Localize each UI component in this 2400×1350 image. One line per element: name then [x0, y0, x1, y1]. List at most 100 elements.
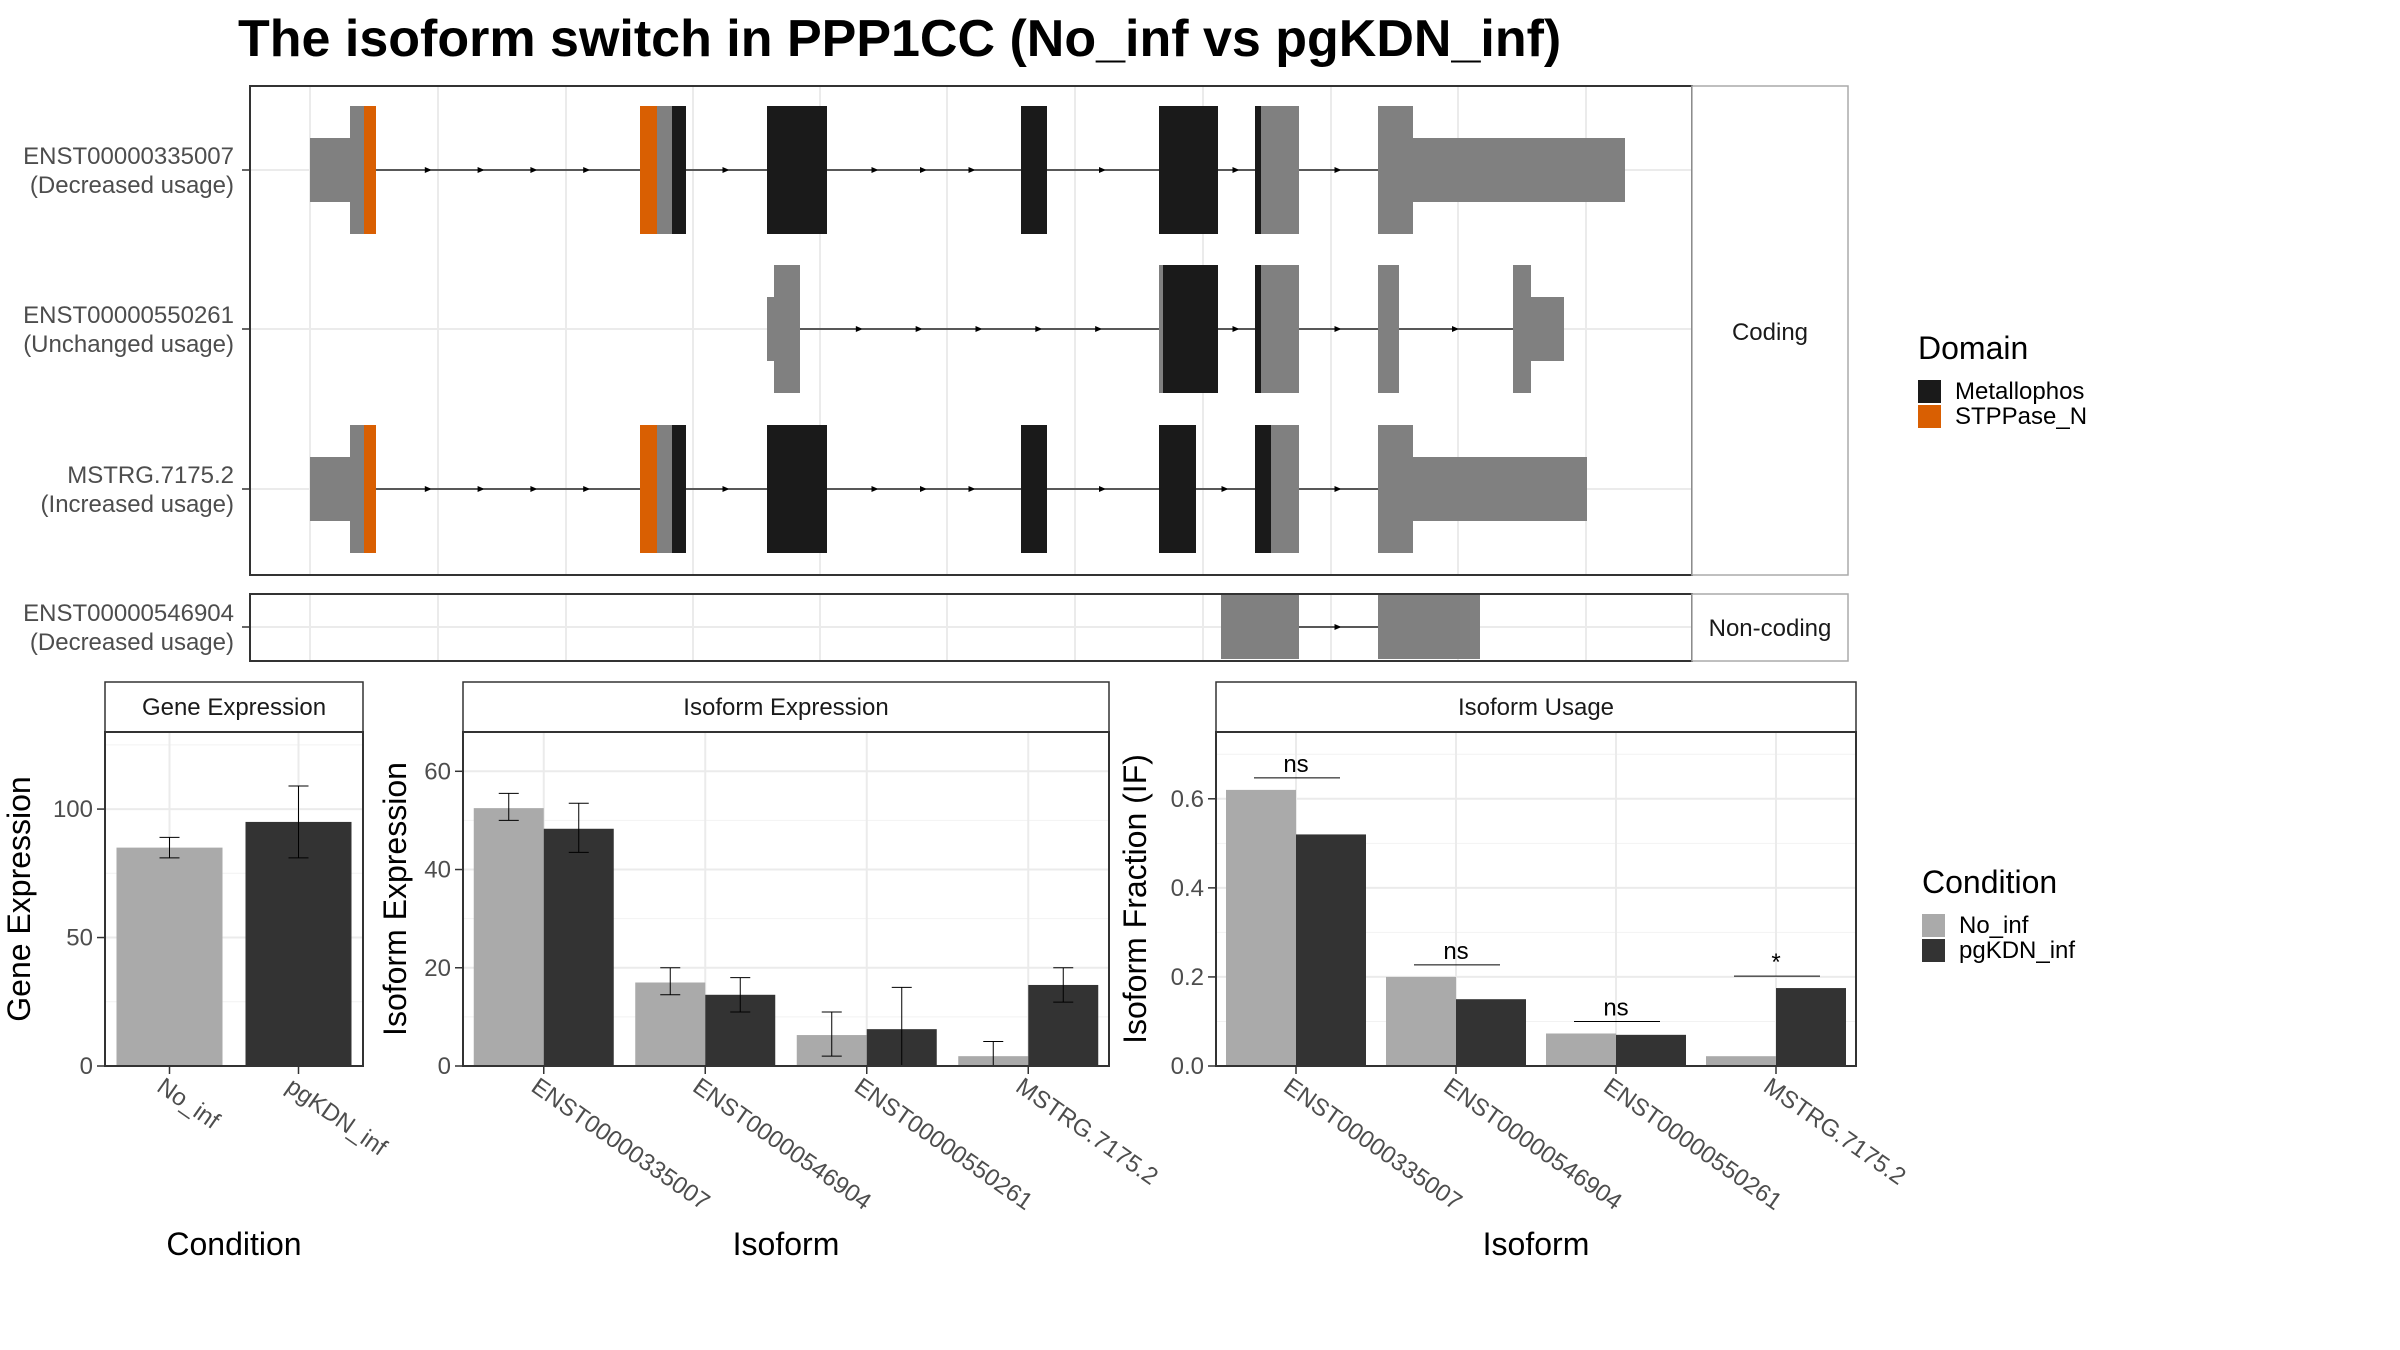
- domain-legend-label: STPPase_N: [1955, 403, 2087, 430]
- stppase-domain: [640, 425, 657, 553]
- metallophos-domain: [1159, 106, 1218, 234]
- domain-legend-title: Domain: [1918, 330, 2028, 366]
- intron-arrow: [424, 167, 432, 173]
- intron-arrow: [968, 486, 976, 492]
- y-tick-label: 0.6: [1171, 786, 1204, 813]
- significance-label: ns: [1603, 994, 1628, 1021]
- intron-arrow: [1095, 326, 1103, 332]
- intron-arrow: [1334, 486, 1342, 492]
- isoform-label: ENST00000550261: [23, 302, 234, 329]
- bar: [245, 821, 352, 1066]
- intron-arrow: [722, 486, 730, 492]
- exon: [1378, 425, 1413, 553]
- intron-arrow: [530, 486, 538, 492]
- bar: [1226, 789, 1296, 1066]
- intron-arrow: [871, 486, 879, 492]
- panel-strip-title: Isoform Expression: [683, 694, 888, 721]
- isoform-usage-label: (Increased usage): [41, 491, 234, 518]
- y-tick-label: 50: [66, 925, 93, 952]
- exon: [1221, 595, 1299, 659]
- y-tick-label: 100: [53, 796, 93, 823]
- x-tick-label: ENST00000550261: [849, 1073, 1037, 1216]
- y-tick-label: 0.2: [1171, 964, 1204, 991]
- stppase-domain: [364, 425, 376, 553]
- panel-strip-title: Gene Expression: [142, 694, 326, 721]
- intron-arrow: [855, 326, 863, 332]
- bar: [635, 982, 706, 1066]
- intron-arrow: [583, 486, 591, 492]
- y-tick-label: 0: [438, 1053, 451, 1080]
- metallophos-domain: [672, 425, 686, 553]
- intron-arrow: [1099, 486, 1106, 492]
- isoform-usage-label: (Decreased usage): [30, 629, 234, 656]
- panel-strip: [104, 681, 364, 733]
- metallophos-domain: [1159, 425, 1196, 553]
- panel-border: [1215, 731, 1857, 1067]
- intron-arrow: [1334, 624, 1342, 630]
- x-tick-label: ENST00000546904: [688, 1073, 876, 1216]
- isoform-usage-label: (Unchanged usage): [23, 331, 234, 358]
- bar: [1456, 999, 1526, 1066]
- bar: [1616, 1034, 1686, 1066]
- exon: [1378, 595, 1480, 659]
- bar: [1706, 1056, 1776, 1066]
- significance-label: ns: [1283, 751, 1308, 778]
- stppase-domain: [640, 106, 657, 234]
- exon: [1413, 457, 1587, 521]
- metallophos-domain: [1255, 265, 1261, 393]
- panel-border: [462, 731, 1110, 1067]
- panel-border: [104, 731, 364, 1067]
- y-tick-label: 40: [424, 857, 451, 884]
- exon: [1261, 265, 1299, 393]
- x-tick-label: ENST00000335007: [526, 1073, 714, 1216]
- x-axis-label: Isoform: [1483, 1226, 1590, 1262]
- transcript-row: [1221, 595, 1480, 659]
- intron-arrow: [1452, 326, 1459, 332]
- isoform-label: ENST00000335007: [23, 143, 234, 170]
- bar: [1546, 1033, 1616, 1066]
- exon: [657, 106, 672, 234]
- bar: [543, 828, 614, 1066]
- stppase-domain: [364, 106, 376, 234]
- exon: [1378, 265, 1399, 393]
- domain-legend-swatch: [1918, 405, 1941, 428]
- figure-title: The isoform switch in PPP1CC (No_inf vs …: [238, 10, 1561, 68]
- condition-legend-label: No_inf: [1959, 912, 2029, 939]
- exon: [774, 265, 800, 393]
- intron-arrow: [1334, 326, 1342, 332]
- exon: [1271, 425, 1299, 553]
- y-axis-label: Gene Expression: [1, 776, 37, 1021]
- transcript-row: [310, 425, 1587, 553]
- panel-strip: [1215, 681, 1857, 733]
- intron-arrow: [722, 167, 730, 173]
- intron-arrow: [1232, 167, 1240, 173]
- noncoding-strip: [1691, 593, 1849, 662]
- isoform-label: MSTRG.7175.2: [67, 462, 234, 489]
- intron-arrow: [1232, 326, 1240, 332]
- domain-legend-label: Metallophos: [1955, 378, 2084, 405]
- exon: [310, 138, 350, 202]
- x-tick-label: pgKDN_inf: [281, 1073, 392, 1162]
- isoform-usage-panel: Isoform Usage ns ns ns * 0.0 0.2 0.4 0.6 Isoform …: [1117, 681, 1911, 1262]
- exon: [1413, 138, 1625, 202]
- x-tick-label: No_inf: [152, 1073, 225, 1135]
- significance-label: ns: [1443, 938, 1468, 965]
- y-tick-label: 20: [424, 955, 451, 982]
- coding-strip: [1691, 85, 1849, 576]
- condition-legend-label: pgKDN_inf: [1959, 937, 2075, 964]
- panel-strip-title: Isoform Usage: [1458, 694, 1614, 721]
- condition-legend-swatch: [1922, 939, 1945, 962]
- intron-arrow: [477, 486, 485, 492]
- exon: [657, 425, 672, 553]
- intron-arrow: [530, 167, 538, 173]
- intron-arrow: [975, 326, 983, 332]
- metallophos-domain: [767, 425, 827, 553]
- coding-strip-label: Coding: [1732, 319, 1808, 346]
- x-tick-label: MSTRG.7175.2: [1759, 1073, 1911, 1191]
- bar: [1776, 988, 1846, 1066]
- exon: [1159, 265, 1163, 393]
- intron-arrow: [1334, 167, 1342, 173]
- isoform-expression-panel: Isoform Expression 0 20 40 60 Isoform Express…: [377, 681, 1163, 1262]
